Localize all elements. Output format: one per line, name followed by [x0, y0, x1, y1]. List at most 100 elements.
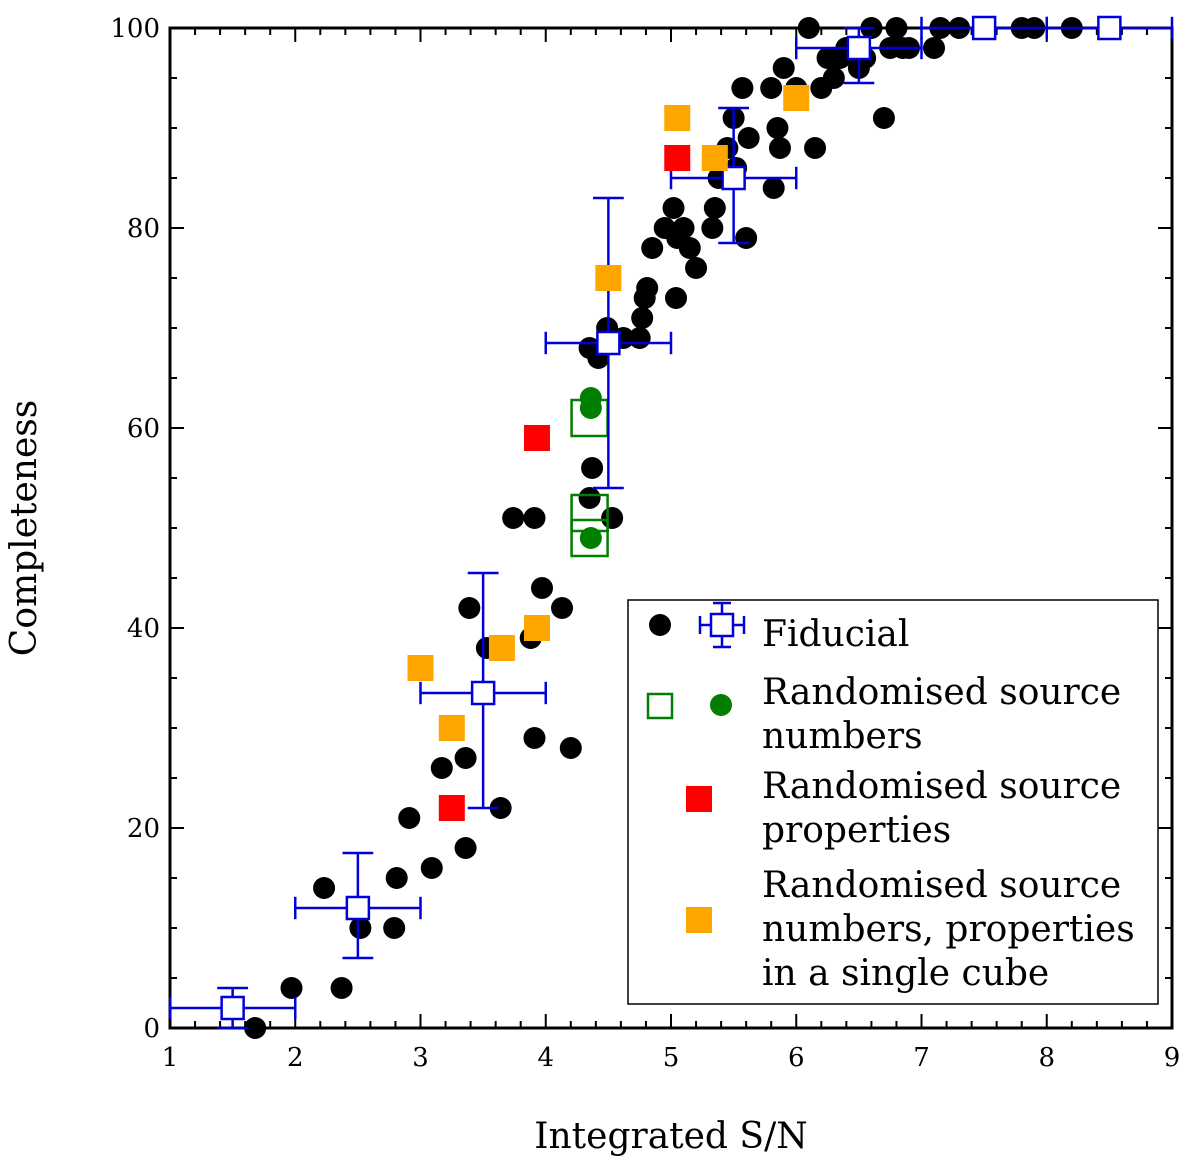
fiducial-binned-square — [345, 895, 371, 921]
tick-labels: 1 2 3 4 5 6 7 8 9 0 20 40 60 80 100 — [110, 14, 1180, 1073]
legend-marker — [709, 612, 735, 638]
fiducial-point — [330, 977, 353, 999]
fiducial-point — [578, 487, 601, 509]
fiducial-binned-point — [795, 26, 923, 85]
fiducial-point — [731, 77, 754, 99]
randomised-all-point — [488, 635, 515, 661]
x-axis-title: Integrated S/N — [534, 1116, 807, 1157]
y-tick-label: 20 — [127, 814, 160, 844]
fiducial-point — [797, 17, 820, 39]
randomised-all-point — [595, 265, 622, 291]
x-tick-label: 1 — [162, 1043, 179, 1073]
fiducial-point — [760, 77, 783, 99]
randomised-properties-point — [664, 145, 691, 171]
x-tick-label: 8 — [1038, 1043, 1055, 1073]
randomised-all-point — [664, 105, 691, 131]
fiducial-point — [454, 747, 477, 769]
fiducial-binned-square — [971, 15, 997, 41]
fiducial-point — [885, 17, 908, 39]
y-tick-label: 100 — [110, 14, 160, 44]
fiducial-binned-point — [168, 986, 297, 1030]
legend-marker — [686, 786, 712, 812]
fiducial-point — [772, 57, 795, 79]
fiducial-point — [872, 107, 895, 129]
legend-label: Fiducial — [762, 614, 909, 655]
fiducial-point — [628, 327, 651, 349]
fiducial-point — [313, 877, 336, 899]
randomised-numbers-point — [579, 397, 602, 419]
y-axis-title: Completeness — [4, 400, 45, 656]
x-tick-label: 5 — [663, 1043, 680, 1073]
fiducial-point — [804, 137, 827, 159]
fiducial-point — [768, 137, 791, 159]
fiducial-point — [280, 977, 303, 999]
randomised-numbers-square — [570, 518, 609, 558]
fiducial-point — [530, 577, 553, 599]
fiducial-point — [244, 1017, 267, 1039]
randomised-all-point — [523, 615, 550, 641]
fiducial-binned-point — [669, 106, 798, 245]
fiducial-point — [349, 917, 372, 939]
fiducial-point — [737, 127, 760, 149]
fiducial-point — [581, 457, 604, 479]
fiducial-binned-square — [846, 35, 872, 61]
x-tick-label: 3 — [412, 1043, 429, 1073]
fiducial-point — [822, 67, 845, 89]
fiducial-point — [489, 797, 512, 819]
fiducial-point — [766, 117, 789, 139]
fiducial-binned-point — [419, 571, 547, 810]
legend-label: numbers, properties — [762, 909, 1135, 950]
fiducial-binned-square — [721, 165, 746, 191]
legend-label: Randomised source — [762, 865, 1121, 906]
fiducial-binned-square — [1097, 15, 1122, 41]
fiducial-point — [398, 807, 421, 829]
fiducial-point — [662, 197, 685, 219]
fiducial-point — [454, 837, 477, 859]
legend-label: Randomised source — [762, 672, 1121, 713]
x-tick-label: 4 — [537, 1043, 554, 1073]
fiducial-point — [458, 597, 481, 619]
y-tick-label: 60 — [127, 414, 160, 444]
fiducial-point — [631, 307, 654, 329]
randomised-all-point — [438, 715, 465, 741]
data-marks — [168, 15, 1174, 1039]
fiducial-point — [735, 227, 758, 249]
legend-marker — [710, 694, 732, 716]
fiducial-point — [678, 237, 701, 259]
fiducial-point — [685, 257, 708, 279]
fiducial-point — [383, 917, 406, 939]
legend-entry: Fiducial — [649, 601, 909, 655]
legend-label: Randomised source — [762, 766, 1121, 807]
legend-marker — [646, 692, 674, 720]
fiducial-point — [636, 277, 659, 299]
randomised-properties-point — [523, 425, 550, 451]
legend-label: in a single cube — [762, 953, 1049, 994]
randomised-numbers-square — [570, 493, 609, 533]
fiducial-point — [430, 757, 453, 779]
randomised-all-point — [783, 85, 810, 111]
randomised-numbers-point — [579, 527, 602, 549]
x-tick-label: 9 — [1164, 1043, 1181, 1073]
fiducial-binned-square — [596, 330, 621, 356]
fiducial-point — [665, 287, 688, 309]
x-tick-label: 2 — [287, 1043, 304, 1073]
fiducial-point — [762, 177, 785, 199]
fiducial-binned-point — [294, 851, 422, 960]
fiducial-binned-square — [220, 995, 245, 1021]
y-tick-label: 40 — [127, 614, 160, 644]
fiducial-binned-point — [544, 196, 673, 490]
randomised-all-point — [407, 655, 434, 681]
fiducial-point — [420, 857, 443, 879]
fiducial-point — [551, 597, 574, 619]
fiducial-point — [672, 217, 695, 239]
fiducial-point — [641, 237, 664, 259]
fiducial-point — [559, 737, 582, 759]
y-tick-label: 0 — [143, 1014, 160, 1044]
legend-label: properties — [762, 810, 951, 851]
fiducial-point — [385, 867, 408, 889]
